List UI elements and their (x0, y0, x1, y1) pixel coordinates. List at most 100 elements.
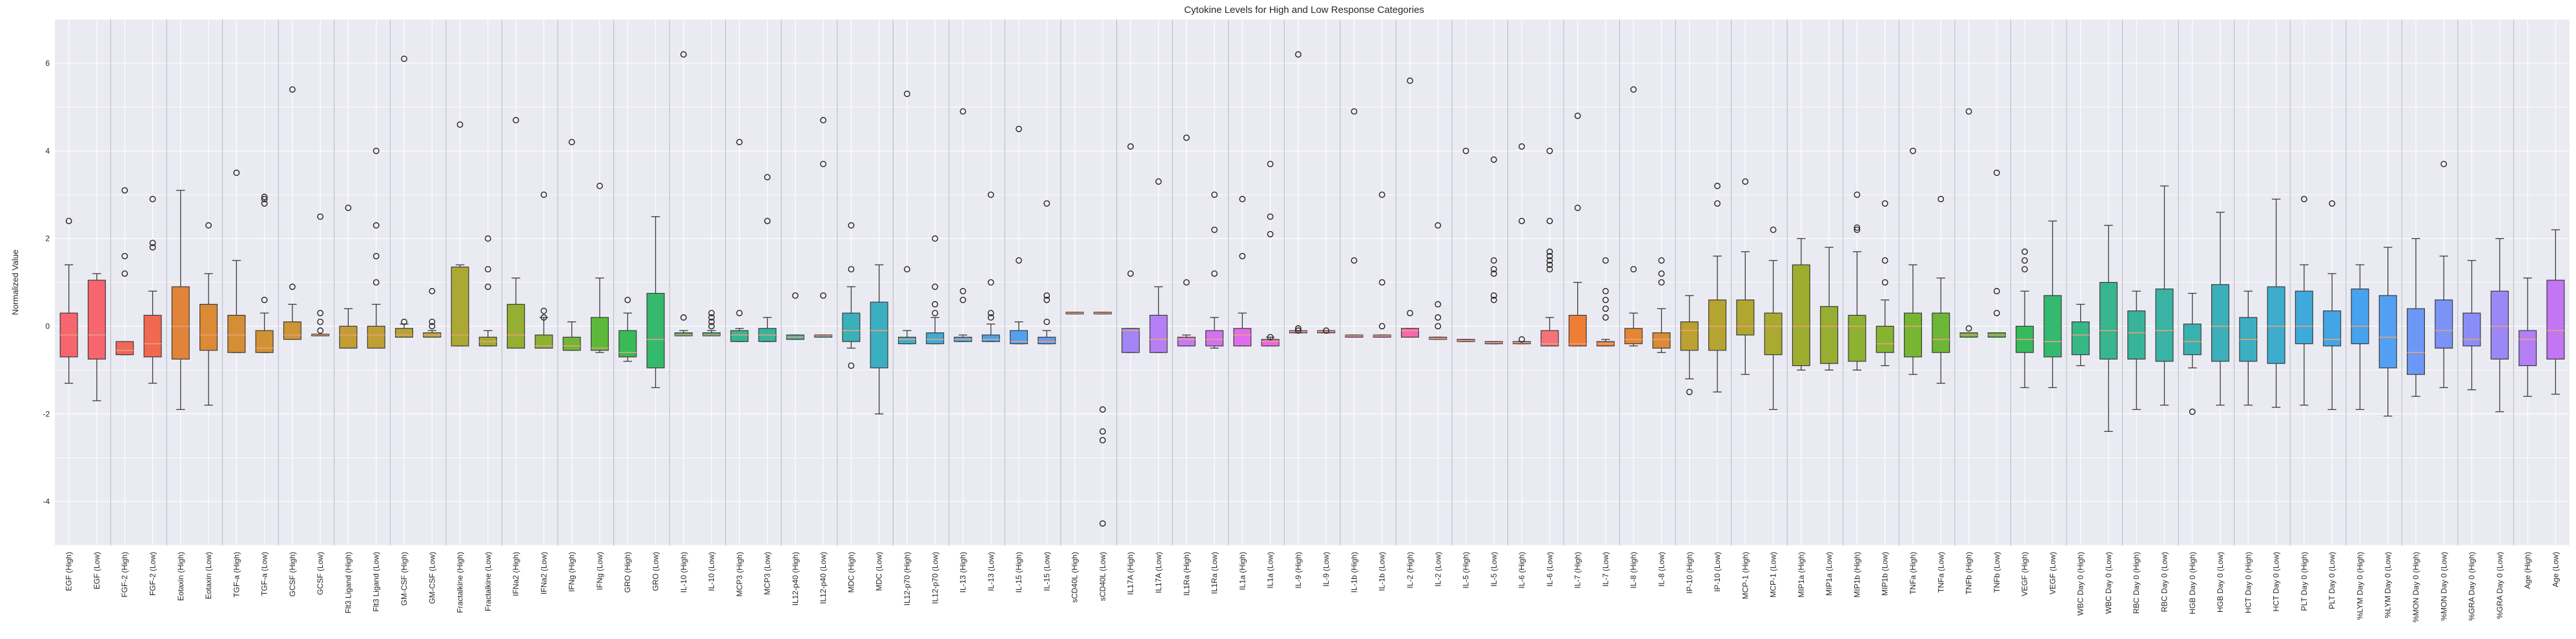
x-tick-label: %LYM Day 0 (High) (2355, 552, 2364, 620)
x-tick-label: MIP1b (High) (1852, 552, 1861, 598)
outlier-point (680, 314, 687, 321)
box (1373, 191, 1391, 338)
box-iqr (283, 321, 302, 340)
box-iqr (1568, 314, 1587, 347)
outlier-point (540, 314, 547, 321)
outlier-point (1351, 108, 1358, 115)
outlier-point (1378, 191, 1385, 198)
outlier-point (1602, 305, 1609, 312)
outlier-point (1127, 143, 1134, 150)
box (1261, 161, 1280, 347)
box (255, 194, 274, 353)
box (562, 139, 581, 351)
outlier-point (1016, 125, 1022, 132)
box-iqr (2435, 299, 2453, 349)
outlier-point (848, 362, 855, 369)
x-tick-label: Fractalkine (High) (456, 552, 465, 613)
outlier-point (987, 279, 994, 286)
box-iqr (1792, 264, 1810, 367)
outlier-point (1686, 389, 1693, 396)
y-tick-label: 6 (45, 59, 50, 68)
x-tick-label: IL17A (High) (1126, 552, 1135, 595)
box-iqr (2378, 295, 2397, 369)
box-iqr (1149, 314, 1168, 353)
box (283, 86, 302, 340)
outlier-point (484, 235, 491, 242)
outlier-point (932, 235, 939, 242)
outlier-point (1518, 218, 1525, 225)
box-iqr (1177, 336, 1196, 347)
box-iqr (1205, 330, 1224, 347)
outlier-point (1435, 323, 1442, 330)
outlier-point (429, 318, 436, 325)
outlier-point (429, 288, 436, 294)
box-iqr (2071, 321, 2090, 356)
box-iqr (1736, 299, 1755, 336)
outlier-point (708, 310, 715, 316)
box-iqr (562, 336, 581, 351)
outlier-point (597, 183, 603, 189)
x-tick-label: %GRA Day 0 (High) (2468, 552, 2477, 621)
outlier-point (1099, 428, 1106, 435)
box-iqr (199, 303, 218, 351)
outlier-point (624, 296, 631, 303)
box-iqr (2462, 312, 2481, 347)
box (1736, 178, 1755, 375)
outlier-point (1630, 86, 1637, 93)
outlier-point (1658, 279, 1665, 286)
x-tick-label: MCP-1 (Low) (1769, 552, 1778, 598)
box (702, 310, 721, 337)
outlier-point (1155, 178, 1162, 185)
box (507, 117, 526, 349)
x-tick-label: Eotaxin (High) (176, 552, 185, 601)
x-tick-label: Eotaxin (Low) (204, 552, 213, 599)
outlier-point (932, 301, 939, 308)
box (1624, 86, 1643, 347)
outlier-point (959, 108, 966, 115)
y-tick-label: 4 (45, 147, 50, 156)
box (143, 196, 162, 384)
outlier-point (1518, 143, 1525, 150)
box (2155, 185, 2174, 406)
outlier-point (959, 296, 966, 303)
x-tick-label: Flt3 Ligand (Low) (372, 552, 381, 612)
box (311, 213, 330, 337)
outlier-point (2440, 161, 2448, 168)
box (1345, 108, 1364, 338)
x-tick-label: %MON Day 0 (High) (2411, 552, 2420, 622)
box (1764, 227, 1783, 411)
outlier-point (1993, 310, 2000, 316)
outlier-point (1630, 266, 1637, 273)
box-iqr (1540, 330, 1559, 347)
x-tick-label: RBC Day 0 (Low) (2160, 552, 2169, 612)
box (339, 205, 358, 349)
box-iqr (2267, 286, 2285, 364)
box-iqr (1903, 312, 1922, 358)
x-tick-label: GRO (High) (623, 552, 632, 593)
outlier-point (1602, 288, 1609, 294)
outlier-point (484, 266, 491, 273)
box-iqr (702, 332, 721, 336)
box-iqr (1876, 325, 1894, 353)
outlier-point (1854, 227, 1861, 233)
box (2071, 303, 2090, 367)
box-iqr (1624, 328, 1643, 345)
box (2211, 212, 2230, 406)
box (1540, 147, 1559, 347)
box (423, 288, 442, 338)
outlier-point (1881, 279, 1888, 286)
box (2295, 196, 2313, 406)
x-tick-label: %GRA Day 0 (Low) (2495, 552, 2504, 619)
outlier-point (987, 310, 994, 316)
box (758, 174, 777, 342)
box-iqr (1121, 328, 1140, 353)
outlier-point (345, 205, 352, 211)
box (1652, 257, 1671, 353)
outlier-point (2021, 257, 2028, 264)
x-tick-label: GRO (Low) (651, 552, 660, 591)
box (2351, 264, 2369, 411)
outlier-point (1378, 323, 1385, 330)
outlier-point (1714, 200, 1721, 207)
box (2016, 249, 2034, 389)
box-iqr (2490, 290, 2509, 360)
